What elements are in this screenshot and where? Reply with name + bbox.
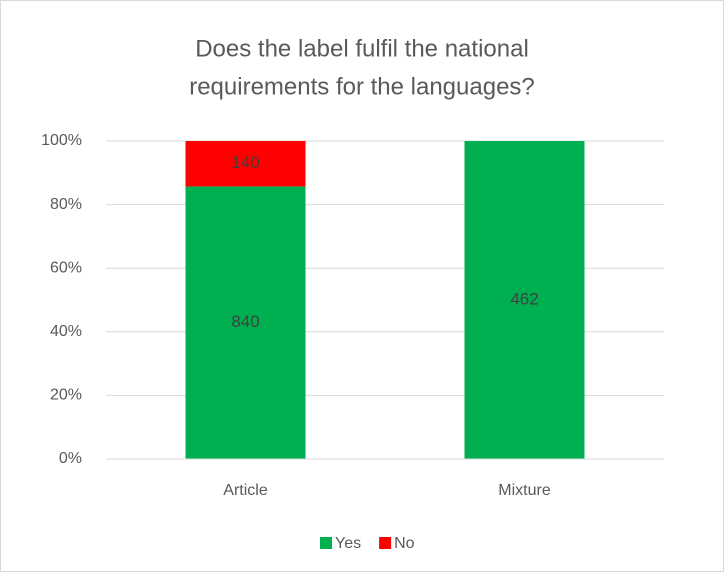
data-label: 840	[231, 312, 259, 331]
data-label: 462	[510, 289, 538, 308]
data-label: 140	[231, 153, 259, 172]
x-tick-label: Mixture	[498, 482, 551, 499]
legend-swatch	[320, 537, 332, 549]
y-tick-label: 40%	[50, 323, 82, 340]
legend-swatch	[379, 537, 392, 549]
y-tick-label: 20%	[50, 387, 82, 404]
y-tick-label: 80%	[50, 196, 82, 213]
chart-title: Does the label fulfil the national	[195, 35, 529, 62]
bar-segment	[185, 141, 306, 187]
legend-label: Yes	[335, 535, 361, 552]
y-tick-label: 60%	[50, 259, 82, 276]
y-tick-label: 0%	[59, 450, 82, 467]
legend-label: No	[394, 535, 415, 552]
y-tick-label: 100%	[41, 132, 82, 149]
bar-segment	[185, 186, 306, 459]
x-tick-label: Article	[223, 482, 268, 499]
chart-title: requirements for the languages?	[189, 73, 535, 100]
bar-segment	[464, 141, 585, 459]
